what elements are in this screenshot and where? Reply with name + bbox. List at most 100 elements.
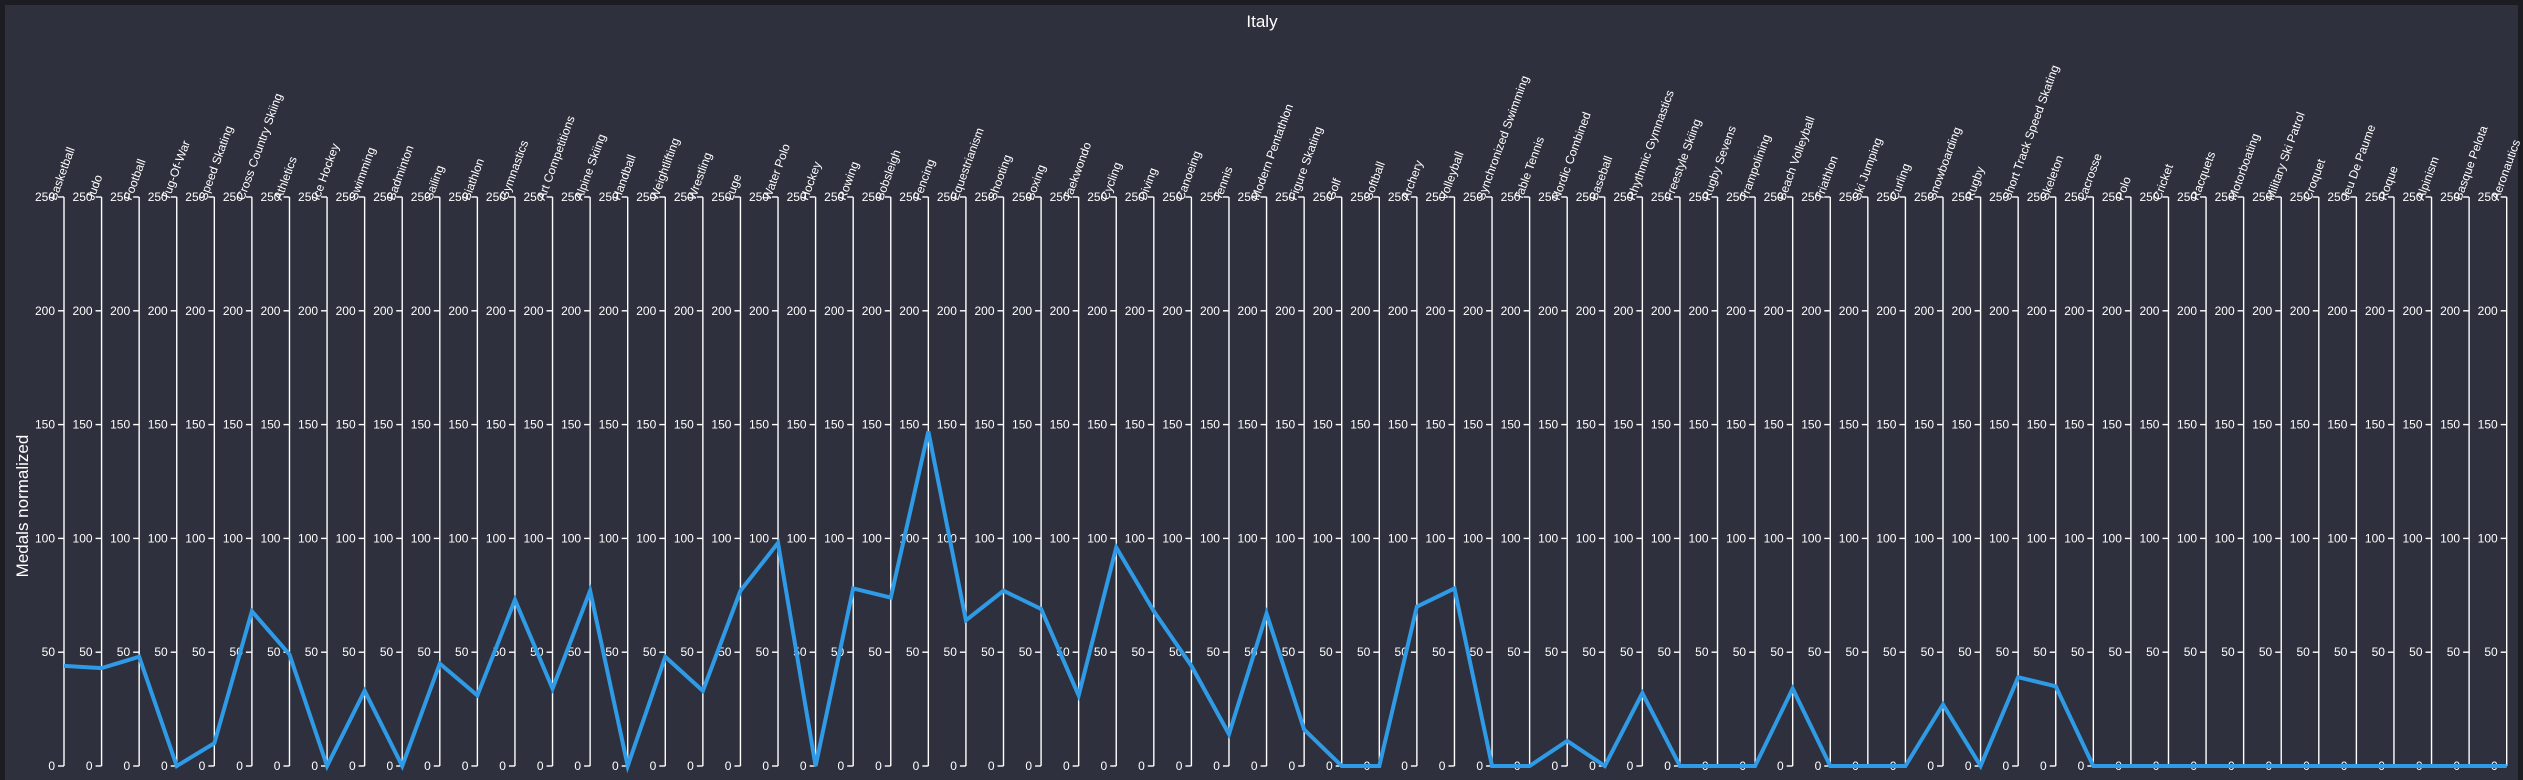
axis-tick-label: 150 [1688,418,1708,432]
axis-tick-label: 250 [1538,190,1558,204]
axis-tick-label: 250 [298,190,318,204]
axis-tick-label: 100 [2440,531,2460,545]
axis-tick-label: 100 [862,531,882,545]
axis-tick-label: 100 [711,531,731,545]
axis-tick-label: 250 [2139,190,2159,204]
axis-tick-label: 50 [1996,645,2010,659]
axis-tick-label: 250 [1275,190,1295,204]
axis-tick-label: 200 [486,304,506,318]
axis-tick-label: 100 [2064,531,2084,545]
axis-tick-label: 150 [1012,418,1032,432]
axis-tick-label: 50 [605,645,619,659]
axis-tick-label: 0 [1552,759,1559,773]
axis-tick-label: 150 [2177,418,2197,432]
axis-tick-label: 100 [1989,531,2009,545]
axis-tick-label: 100 [1162,531,1182,545]
axis-tick-label: 150 [1275,418,1295,432]
axis-tick-label: 50 [117,645,131,659]
axis-tick-label: 100 [787,531,807,545]
axis-tick-label: 50 [1019,645,1033,659]
axis-tick-label: 50 [2221,645,2235,659]
axis-tick-label: 150 [35,418,55,432]
axes-group: 050100150200250Basketball050100150200250… [35,63,2523,773]
axis-tick-label: 150 [937,418,957,432]
axis-tick-label: 100 [2478,531,2498,545]
axis-tick-label: 200 [1087,304,1107,318]
axis-tick-label: 150 [1200,418,1220,432]
axis-tick-label: 250 [937,190,957,204]
axis-tick-label: 250 [636,190,656,204]
axis-tick-label: 50 [1582,645,1596,659]
axis-tick-label: 200 [298,304,318,318]
axis-tick-label: 100 [2102,531,2122,545]
axis-tick-label: 150 [373,418,393,432]
axis-tick-label: 250 [2177,190,2197,204]
axis-tick-label: 200 [1839,304,1859,318]
axis-tick-label: 200 [1125,304,1145,318]
axis-tick-label: 50 [1470,645,1484,659]
axis-tick-label: 100 [1125,531,1145,545]
axis-tick-label: 250 [73,190,93,204]
axis-tick-label: 150 [1914,418,1934,432]
axis-tick-label: 150 [1463,418,1483,432]
axis-tick-label: 150 [185,418,205,432]
axis-tick-label: 200 [1275,304,1295,318]
series-line [63,430,2507,774]
axis-tick-label: 200 [1688,304,1708,318]
axis-tick-label: 100 [1012,531,1032,545]
axis-tick-label: 150 [2365,418,2385,432]
axis-tick-label: 200 [1876,304,1896,318]
axis-tick-label: 150 [862,418,882,432]
axis-tick-label: 100 [1576,531,1596,545]
axis-tick-label: 100 [1350,531,1370,545]
axis-tick-label: 50 [1883,645,1897,659]
axis-tick-label: 0 [1439,759,1446,773]
axis-tick-label: 50 [1921,645,1935,659]
axis-label: Tennis [1211,165,1236,202]
axis-tick-label: 100 [1275,531,1295,545]
axis-tick-label: 150 [1050,418,1070,432]
axis-tick-label: 200 [1764,304,1784,318]
axis-label: Croquet [2300,156,2328,202]
axis-tick-label: 150 [1388,418,1408,432]
axis-tick-label: 100 [2290,531,2310,545]
axis-tick-label: 200 [524,304,544,318]
axis-tick-label: 50 [1094,645,1108,659]
axis-tick-label: 0 [837,759,844,773]
axis-tick-label: 100 [1876,531,1896,545]
axis-tick-label: 200 [336,304,356,318]
axis-tick-label: 150 [1876,418,1896,432]
axis-tick-label: 200 [110,304,130,318]
axis-tick-label: 0 [499,759,506,773]
axis-tick-label: 250 [223,190,243,204]
axis-tick-label: 100 [448,531,468,545]
axis-tick-label: 150 [1238,418,1258,432]
axis-tick-label: 150 [223,418,243,432]
axis-tick-label: 100 [1463,531,1483,545]
axis-tick-label: 0 [2040,759,2047,773]
axis-tick-label: 150 [524,418,544,432]
axis-tick-label: 50 [380,645,394,659]
axis-tick-label: 100 [2403,531,2423,545]
axis-tick-label: 100 [2139,531,2159,545]
axis-label: Wrestling [685,150,715,202]
axis-tick-label: 100 [1313,531,1333,545]
axis-tick-label: 50 [944,645,958,659]
axis-tick-label: 250 [1726,190,1746,204]
axis-tick-label: 200 [2215,304,2235,318]
axis-tick-label: 200 [974,304,994,318]
axis-tick-label: 150 [1538,418,1558,432]
axis-tick-label: 100 [1388,531,1408,545]
axis-tick-label: 250 [1952,190,1972,204]
axis-tick-label: 200 [2102,304,2122,318]
